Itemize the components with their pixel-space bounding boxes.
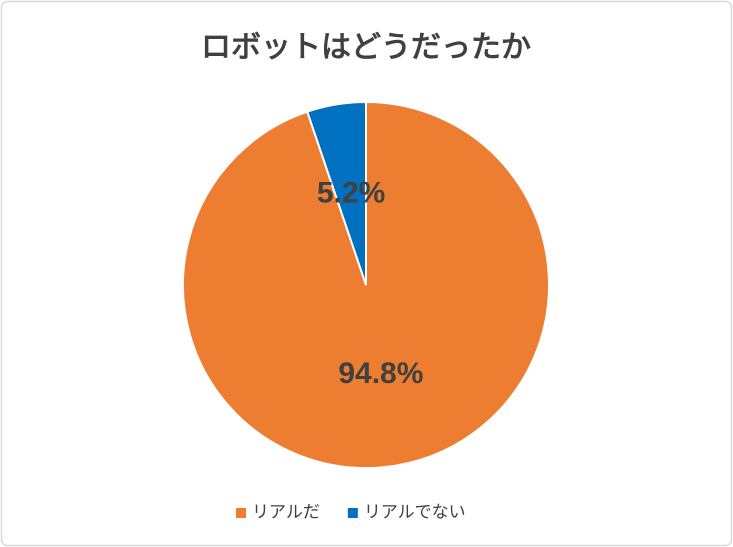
chart-title: ロボットはどうだったか xyxy=(201,31,531,64)
data-label: 94.8% xyxy=(338,357,423,390)
legend-swatch xyxy=(347,508,358,518)
pie-slice xyxy=(305,100,367,286)
legend-label: リアルだ xyxy=(252,502,320,521)
legend-label: リアルでない xyxy=(364,502,466,521)
data-label: 5.2% xyxy=(317,177,385,210)
legend-swatch xyxy=(236,508,246,518)
